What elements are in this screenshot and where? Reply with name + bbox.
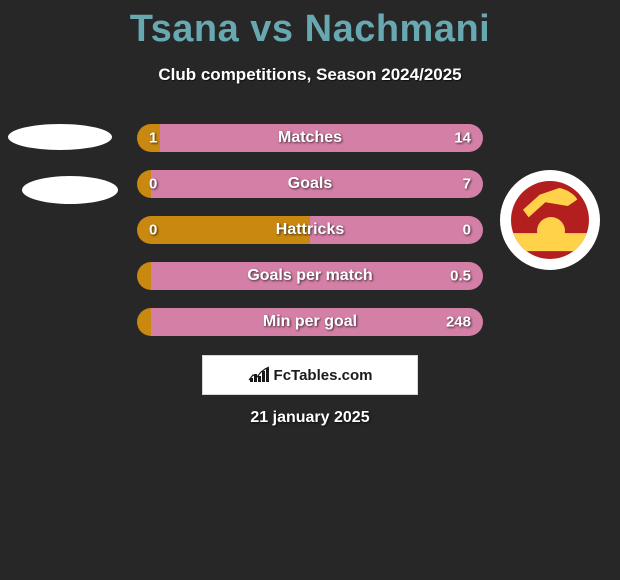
page-subtitle: Club competitions, Season 2024/2025 xyxy=(0,65,620,85)
stat-row: Min per goal 248 xyxy=(137,308,483,336)
stat-bar-left xyxy=(137,308,151,336)
stat-value-right: 0 xyxy=(463,222,471,239)
stat-label: Matches xyxy=(278,129,342,147)
stat-label: Min per goal xyxy=(263,313,357,331)
brand-footer: FcTables.com xyxy=(202,355,418,395)
stat-bars: Matches 1 14 Goals 0 7 Hattricks 0 0 Goals per ma… xyxy=(137,124,483,354)
stat-label: Goals per match xyxy=(247,267,372,285)
stat-row: Goals per match 0.5 xyxy=(137,262,483,290)
stat-value-right: 248 xyxy=(446,314,471,331)
page-title: Tsana vs Nachmani xyxy=(0,0,620,51)
team-badge-right xyxy=(500,170,600,270)
stat-label: Hattricks xyxy=(276,221,344,239)
stat-value-right: 0.5 xyxy=(450,268,471,285)
brand-text: FcTables.com xyxy=(274,367,373,384)
stat-value-left: 0 xyxy=(149,222,157,239)
stat-value-right: 7 xyxy=(463,176,471,193)
stat-value-left: 1 xyxy=(149,130,157,147)
badge-banner-icon xyxy=(511,233,589,251)
player-oval xyxy=(8,124,112,150)
stat-bar-left xyxy=(137,262,151,290)
team-badge-inner xyxy=(511,181,589,259)
stat-value-right: 14 xyxy=(454,130,471,147)
stat-value-left: 0 xyxy=(149,176,157,193)
date-text: 21 january 2025 xyxy=(250,409,369,427)
stat-label: Goals xyxy=(288,175,332,193)
stat-row: Goals 0 7 xyxy=(137,170,483,198)
player-oval xyxy=(22,176,118,204)
stat-row: Hattricks 0 0 xyxy=(137,216,483,244)
stat-row: Matches 1 14 xyxy=(137,124,483,152)
bar-chart-icon xyxy=(248,366,270,384)
